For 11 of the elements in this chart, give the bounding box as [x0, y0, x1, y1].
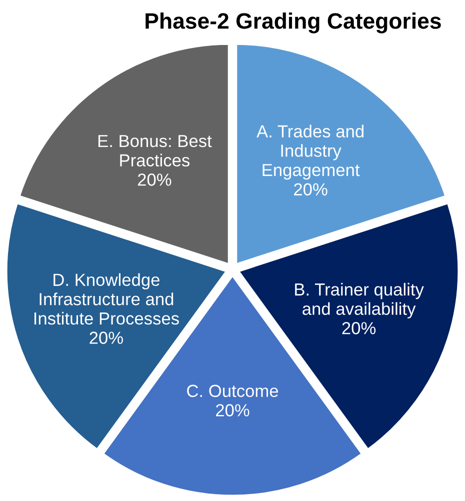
data-label: 20%	[138, 174, 172, 186]
data-label: 20%	[342, 322, 376, 334]
chart-title: Phase-2 Grading Categories	[146, 12, 441, 34]
slice-label: C. Outcome	[187, 384, 278, 398]
slice-label: E. Bonus: Best Practices	[98, 135, 212, 167]
data-label: 20%	[216, 404, 250, 416]
data-label: 20%	[294, 183, 328, 196]
slice-label: D. Knowledge Infrastructure and Institute Processes	[34, 273, 179, 325]
slice-label: A. Trades and Industry Engagement	[256, 124, 364, 180]
data-label: 20%	[90, 332, 123, 344]
slice-label: B. Trainer quality and availability	[295, 282, 424, 318]
